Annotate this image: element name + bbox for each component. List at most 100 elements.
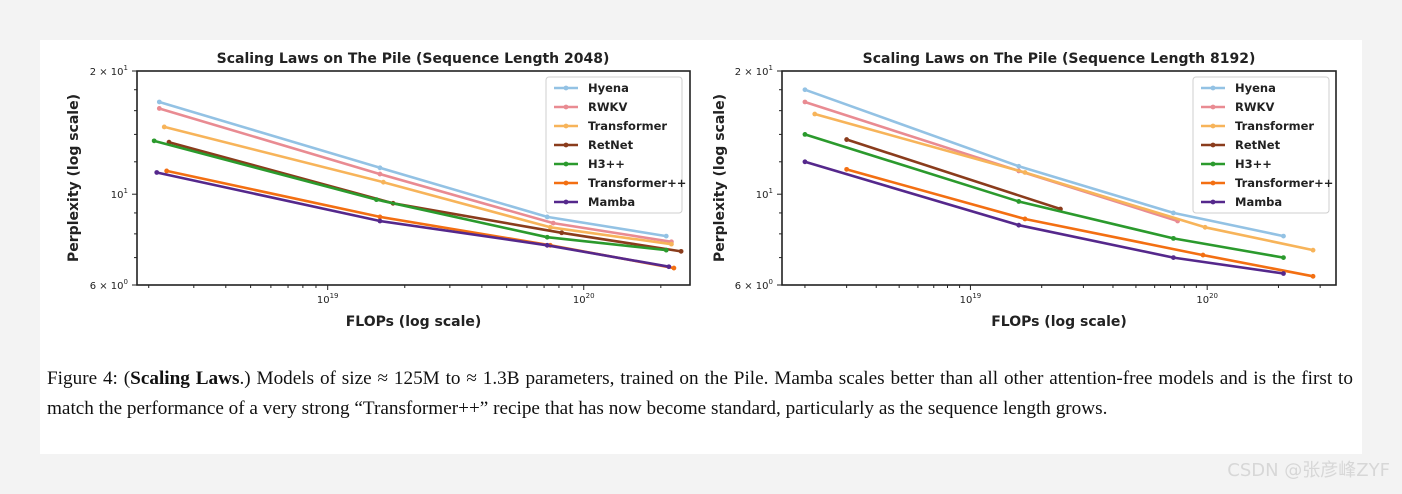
data-point — [377, 218, 383, 224]
legend-marker — [1210, 142, 1216, 148]
chart-1: Scaling Laws on The Pile (Sequence Lengt… — [66, 51, 691, 330]
series-transformer — [812, 111, 1316, 253]
series-line — [158, 107, 672, 244]
y-tick-label: 6 × 100 — [90, 278, 128, 292]
series-line — [804, 160, 1284, 275]
legend-label: H3++ — [1235, 157, 1272, 171]
data-point — [544, 214, 550, 220]
legend-item: RWKV — [554, 100, 627, 114]
y-tick-label: 2 × 101 — [90, 64, 128, 78]
series-line — [846, 138, 1061, 211]
legend-item: Transformer — [1201, 119, 1314, 133]
legend-item: Transformer++ — [1201, 176, 1333, 190]
data-point — [1171, 235, 1176, 241]
data-point — [1310, 247, 1316, 253]
series-transformerpp — [844, 166, 1316, 279]
data-point — [802, 99, 808, 105]
legend-label: Hyena — [588, 81, 629, 95]
data-point — [374, 197, 379, 203]
legend-marker — [563, 161, 569, 167]
legend-marker — [563, 123, 569, 129]
data-point — [550, 220, 556, 226]
plot-frame — [781, 70, 1337, 286]
legend-label: Transformer++ — [1235, 176, 1333, 190]
legend-label: Mamba — [1235, 195, 1282, 209]
x-tick-label: 1020 — [573, 292, 595, 306]
legend: Hyena RWKV Transformer RetNet H3++ Transforme… — [545, 76, 686, 214]
figure-card — [40, 40, 1362, 454]
legend-item: Mamba — [554, 195, 635, 209]
data-point — [544, 234, 550, 240]
data-point — [559, 230, 565, 236]
x-tick-label: 1019 — [317, 292, 339, 306]
legend-marker — [563, 85, 569, 91]
legend-label: RetNet — [588, 138, 634, 152]
legend-label: H3++ — [588, 157, 625, 171]
legend-label: RWKV — [1235, 100, 1274, 114]
data-point — [671, 265, 677, 271]
legend-marker — [563, 142, 569, 148]
x-axis-label: FLOPs (log scale) — [991, 314, 1127, 330]
data-point — [1281, 271, 1286, 276]
series-hyena — [802, 87, 1286, 239]
data-point — [666, 264, 672, 270]
data-point — [663, 233, 669, 239]
legend-marker — [563, 199, 569, 205]
legend-label: Transformer — [1235, 119, 1314, 133]
series-line — [163, 125, 672, 246]
legend-label: Transformer — [588, 119, 667, 133]
chart-title: Scaling Laws on The Pile (Sequence Lengt… — [863, 51, 1256, 67]
legend-marker — [1210, 180, 1216, 186]
data-point — [377, 171, 383, 177]
series-mamba — [802, 159, 1286, 276]
data-point — [678, 248, 684, 254]
series-line — [804, 88, 1284, 238]
series-rwkv — [156, 106, 674, 245]
legend-label: Transformer++ — [588, 176, 686, 190]
legend-marker — [1210, 161, 1216, 167]
y-axis-label: Perplexity (log scale) — [66, 94, 82, 262]
legend-marker — [563, 180, 569, 186]
data-point — [1016, 222, 1022, 228]
series-h3pp — [151, 138, 669, 253]
data-point — [844, 137, 850, 142]
legend-box — [545, 76, 683, 214]
data-point — [1016, 199, 1022, 204]
x-tick-label: 1019 — [960, 292, 982, 306]
data-point — [1171, 210, 1176, 216]
caption-label: Figure 4: ( — [47, 368, 131, 389]
data-point — [1202, 224, 1208, 230]
series-transformer — [161, 124, 674, 247]
plot-frame — [136, 70, 691, 286]
y-axis-label: Perplexity (log scale) — [712, 94, 728, 262]
data-point — [377, 214, 383, 220]
y-tick-label: 6 × 100 — [735, 278, 773, 292]
watermark: CSDN @张彦峰ZYF — [1227, 460, 1390, 481]
legend-item: RWKV — [1201, 100, 1274, 114]
x-tick-label: 1020 — [1196, 292, 1218, 306]
data-point — [1016, 163, 1022, 169]
y-tick-label: 101 — [111, 187, 128, 201]
data-point — [156, 99, 162, 105]
data-point — [1171, 255, 1176, 261]
legend-item: RetNet — [1201, 138, 1281, 152]
y-tick-label: 101 — [756, 187, 773, 201]
figure: Scaling Laws on The Pile (Sequence Lengt… — [66, 51, 1337, 330]
x-axis-label: FLOPs (log scale) — [346, 314, 482, 330]
data-point — [1022, 216, 1028, 222]
caption-bold: Scaling Laws — [130, 368, 240, 389]
data-point — [161, 124, 167, 130]
legend-item: Mamba — [1201, 195, 1282, 209]
legend-item: Hyena — [554, 81, 629, 95]
data-point — [544, 242, 550, 248]
data-point — [154, 170, 160, 175]
series-h3pp — [802, 131, 1286, 261]
series-line — [153, 139, 667, 252]
series-hyena — [156, 99, 669, 239]
data-point — [663, 247, 669, 253]
data-point — [380, 179, 386, 185]
legend-label: RWKV — [588, 100, 627, 114]
series-line — [846, 168, 1314, 278]
legend-label: RetNet — [1235, 138, 1281, 152]
legend-marker — [1210, 104, 1216, 110]
